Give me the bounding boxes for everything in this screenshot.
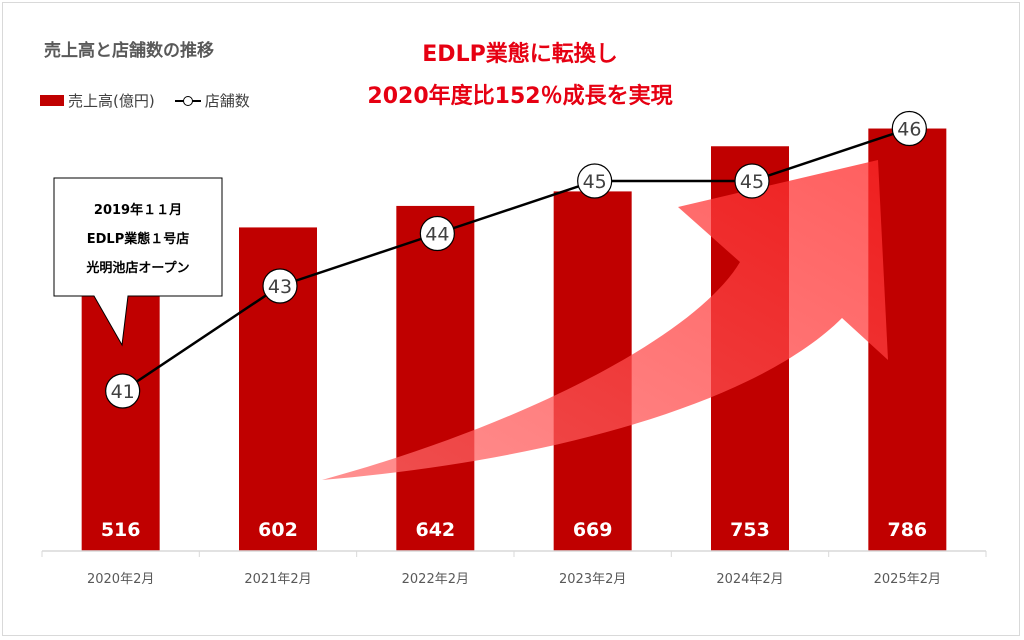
legend-stores-swatch [174, 95, 201, 107]
stores-point [734, 163, 770, 199]
x-tick-label: 2022年2月 [402, 572, 469, 587]
legend: 売上高(億円) 店舗数 [40, 90, 250, 111]
sales-value-label: 602 [258, 519, 298, 541]
stores-point [419, 215, 455, 252]
stores-value-label: 43 [268, 276, 292, 298]
stores-point [577, 163, 613, 199]
x-tick-label: 2025年2月 [874, 572, 941, 587]
x-tick-label: 2020年2月 [87, 572, 154, 587]
legend-sales-label: 売上高(億円) [68, 92, 155, 110]
sales-value-label: 642 [415, 519, 455, 541]
callout-line-3: 光明池店オープン [86, 260, 190, 276]
legend-sales-swatch [40, 95, 64, 106]
headline-line-2: 2020年度比152％成長を実現 [367, 84, 673, 109]
stores-value-label: 44 [425, 224, 449, 246]
callout-bubble [53, 177, 223, 347]
x-tick-label: 2023年2月 [559, 572, 626, 587]
legend-stores-label: 店舗数 [204, 92, 250, 110]
stores-point [262, 268, 298, 304]
x-tick-label: 2024年2月 [716, 572, 783, 587]
sales-value-label: 669 [573, 519, 613, 541]
sales-value-label: 786 [887, 519, 927, 541]
stores-line [121, 127, 910, 393]
stores-value-label: 41 [111, 381, 135, 403]
stores-value-label: 45 [583, 171, 607, 193]
sales-bar [396, 205, 475, 552]
stores-value-label: 46 [897, 119, 921, 141]
callout-line-2: EDLP業態１号店 [86, 231, 190, 247]
sales-value-label: 516 [101, 519, 141, 541]
headline-line-1: EDLP業態に転換し [422, 42, 618, 67]
stores-point [891, 110, 927, 147]
stores-point [105, 373, 141, 409]
chart-title: 売上高と店舗数の推移 [44, 41, 214, 61]
stores-value-label: 45 [740, 171, 764, 193]
callout-line-1: 2019年１１月 [93, 202, 183, 218]
callout-text: 2019年１１月 EDLP業態１号店 光明池店オープン [54, 178, 222, 296]
x-tick-label: 2021年2月 [244, 572, 311, 587]
growth-arrow [322, 160, 888, 480]
sales-value-label: 753 [730, 519, 770, 541]
